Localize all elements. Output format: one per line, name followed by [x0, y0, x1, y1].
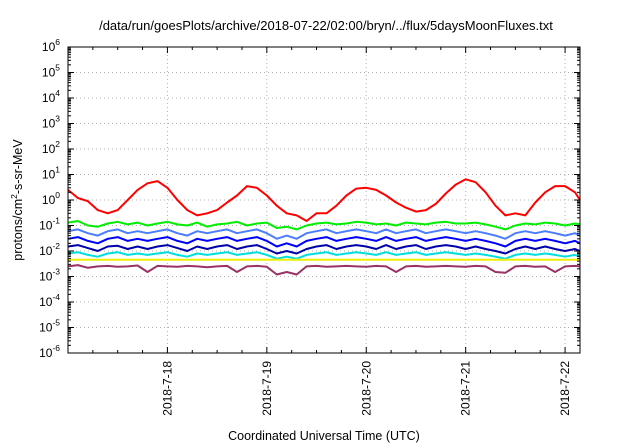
- x-tick-label: 2018-7-21: [459, 361, 473, 416]
- x-tick-label: 2018-7-22: [558, 361, 572, 416]
- y-axis-label-sup: 2: [9, 194, 19, 199]
- y-tick-label: 10-1: [39, 216, 60, 233]
- x-tick-label: 2018-7-20: [359, 361, 373, 416]
- y-tick-label: 101: [42, 165, 60, 182]
- y-tick-label: 10-5: [39, 318, 60, 335]
- y-axis-label-post: -s-sr-MeV: [11, 139, 25, 195]
- grid: [68, 47, 580, 353]
- y-tick-label: 10-4: [39, 292, 60, 309]
- series-line-4: [67, 236, 581, 248]
- series-line-1: [67, 178, 581, 222]
- x-tick-label: 2018-7-19: [260, 361, 274, 416]
- x-axis-label: Coordinated Universal Time (UTC): [228, 429, 420, 443]
- x-ticks: 2018-7-18 2018-7-19 2018-7-20 2018-7-21 2018…: [92, 47, 572, 416]
- y-tick-label: 105: [42, 63, 60, 80]
- series-layer: [67, 178, 581, 276]
- y-tick-label: 10-6: [39, 343, 60, 360]
- series-line-5: [67, 244, 581, 255]
- y-axis-label-pre: protons/cm: [11, 199, 25, 261]
- y-axis-label: protons/cm2-s-sr-MeV: [9, 139, 25, 261]
- y-tick-label: 106: [42, 37, 60, 54]
- y-ticks: 10-6 10-5 10-4 10-3 10-2 10-1 100 101 102 103 104 1…: [39, 37, 580, 360]
- x-tick-label: 2018-7-18: [160, 361, 174, 416]
- y-tick-label: 10-3: [39, 267, 60, 284]
- series-line-6: [67, 251, 581, 260]
- y-tick-label: 103: [42, 114, 60, 131]
- series-line-2: [67, 220, 581, 231]
- series-line-8: [67, 264, 581, 276]
- chart-title: /data/run/goesPlots/archive/2018-07-22/0…: [99, 18, 553, 33]
- series-line-3: [67, 228, 581, 240]
- y-tick-label: 10-2: [39, 241, 60, 258]
- y-tick-label: 104: [42, 88, 60, 105]
- y-tick-label: 100: [42, 190, 60, 207]
- y-tick-label: 102: [42, 139, 60, 156]
